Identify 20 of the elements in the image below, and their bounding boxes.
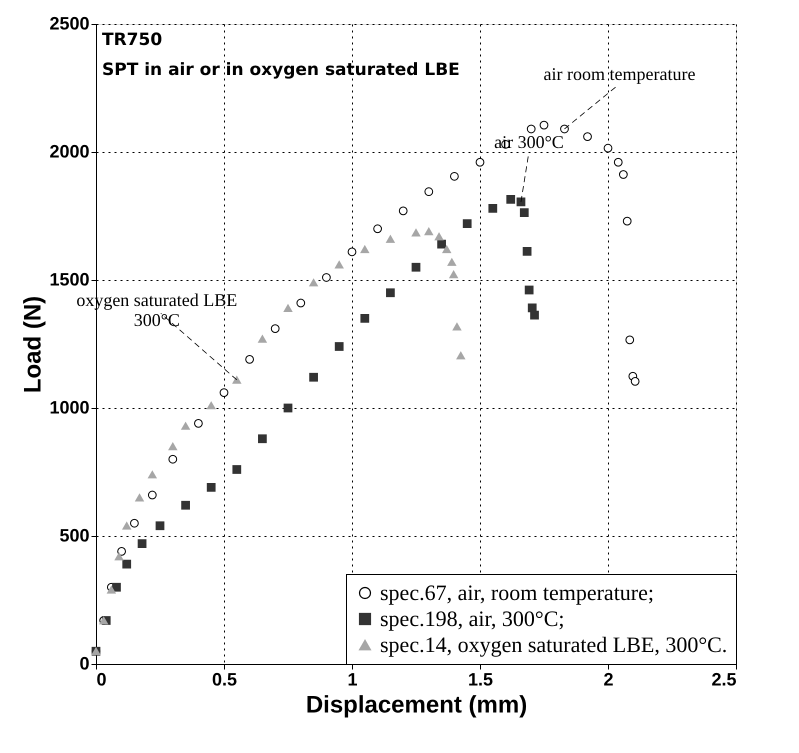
x-tick-label: 1 xyxy=(347,670,358,690)
y-tick-label: 2500 xyxy=(49,14,90,34)
legend-label: spec.67, air, room temperature; xyxy=(380,580,654,605)
y-tick-label: 1000 xyxy=(49,398,90,418)
y-tick-label: 2000 xyxy=(49,142,90,162)
x-tick-label: 2 xyxy=(603,670,614,690)
x-axis-title: Displacement (mm) xyxy=(306,692,528,718)
legend-label: spec.198, air, 300°C; xyxy=(380,606,564,631)
text: SPT in air or in oxygen saturated LBE xyxy=(102,60,460,80)
y-axis-title: Load (N) xyxy=(19,296,46,394)
legend-label: spec.14, oxygen saturated LBE, 300°C. xyxy=(380,632,728,657)
annotation: air room temperature xyxy=(544,64,696,84)
y-tick-label: 1500 xyxy=(49,270,90,290)
x-tick-label: 2.5 xyxy=(711,670,736,690)
y-tick-label: 500 xyxy=(59,526,90,546)
x-tick-label: 0 xyxy=(96,670,107,690)
x-tick-label: 1.5 xyxy=(468,670,494,690)
y-tick-label: 0 xyxy=(79,654,90,674)
chart-title: TR750 xyxy=(102,30,162,50)
x-tick-label: 0.5 xyxy=(212,670,238,690)
